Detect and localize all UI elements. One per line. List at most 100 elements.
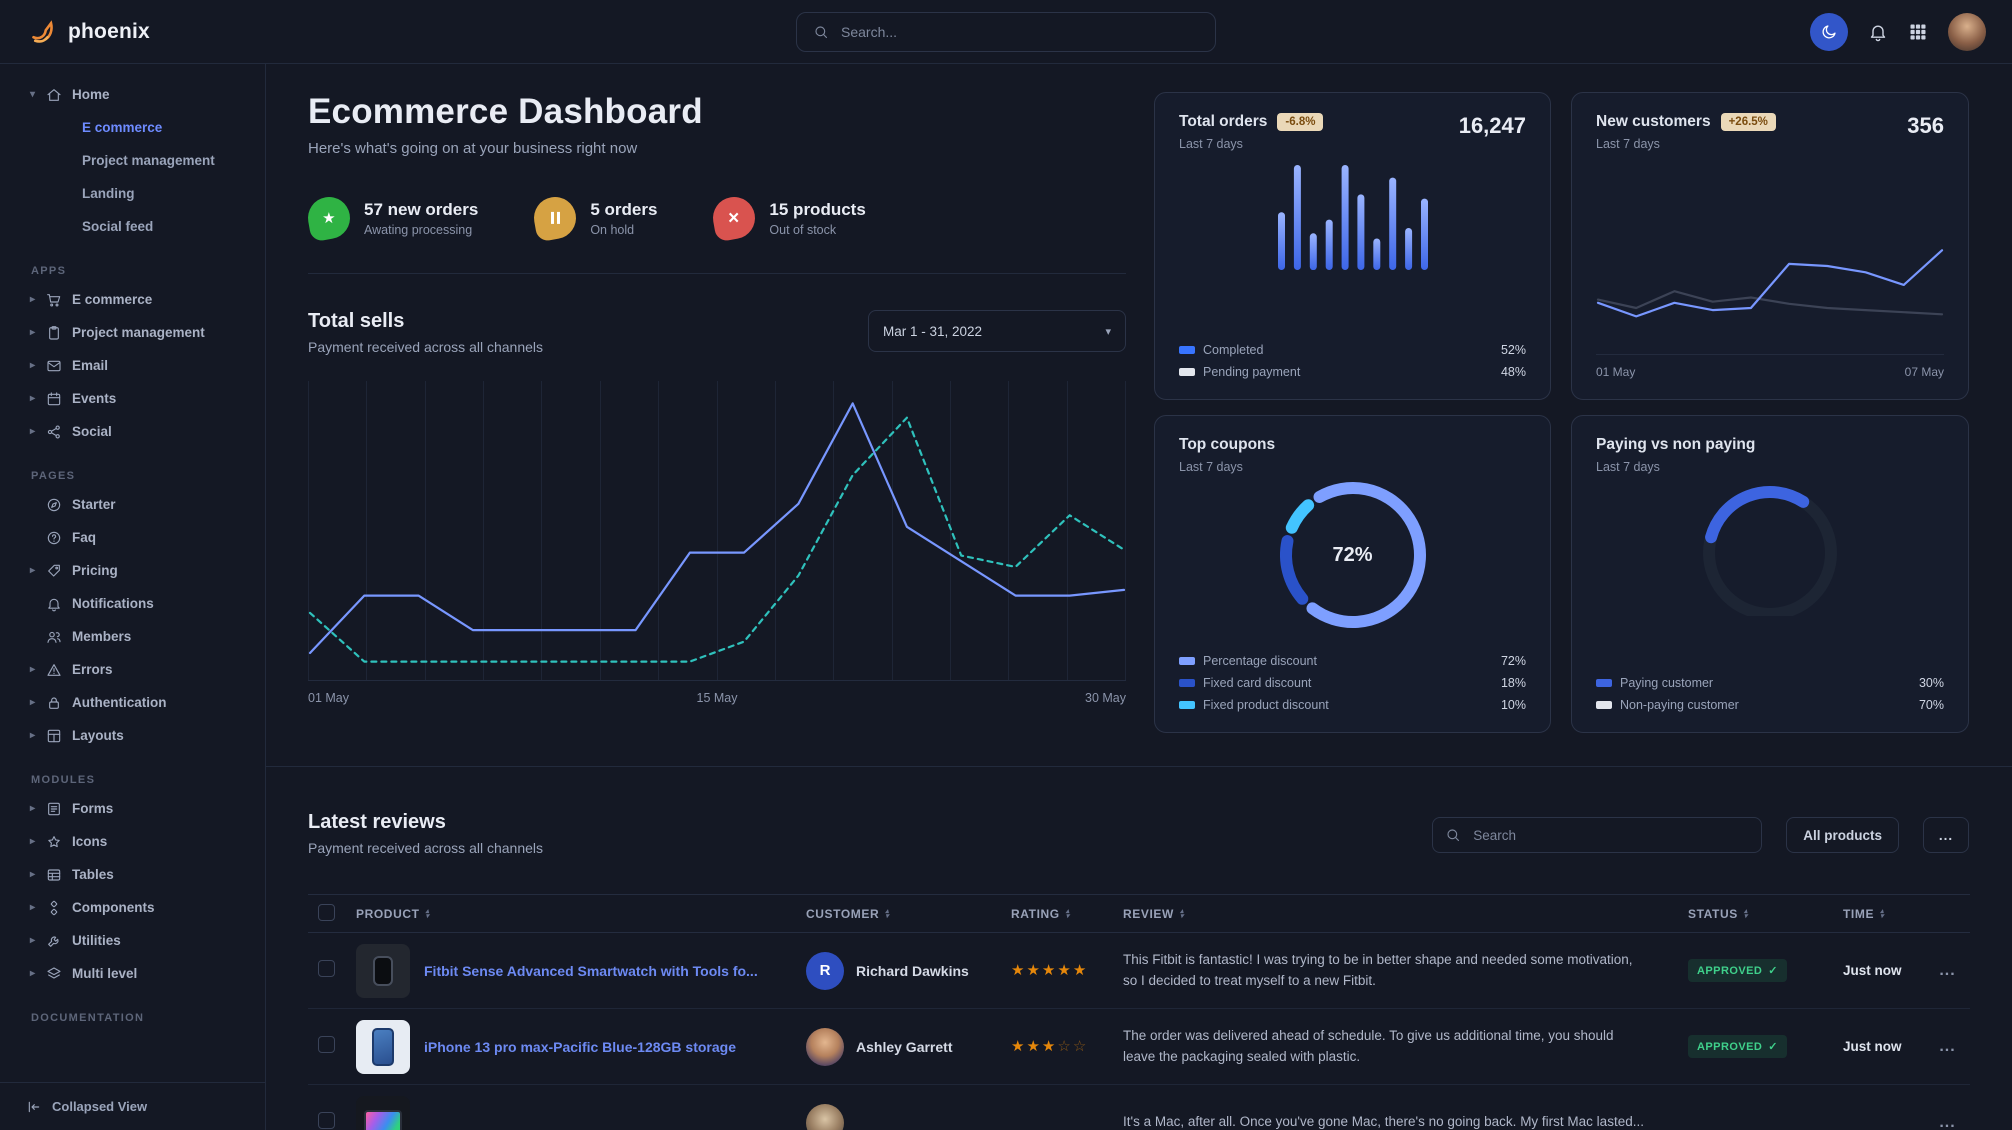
card-top-coupons: Top coupons Last 7 days 72% Percentage d… <box>1154 415 1551 733</box>
sidebar-item-ecommerce-app[interactable]: ▸ E commerce <box>30 292 153 307</box>
column-time[interactable]: TIME ▴ ▾ <box>1835 894 1925 933</box>
total-sells-x-axis: 01 May 15 May 30 May <box>308 691 1126 705</box>
sidebar-item-project-management[interactable]: Project management <box>82 153 215 168</box>
notifications-button[interactable] <box>1868 22 1888 42</box>
column-customer[interactable]: CUSTOMER ▴ ▾ <box>798 894 1003 933</box>
components-icon <box>46 900 62 916</box>
sidebar-item-starter[interactable]: Starter <box>0 488 265 521</box>
sidebar-item-events[interactable]: ▸ Events <box>30 391 117 406</box>
product-link[interactable]: iPhone 13 pro max-Pacific Blue-128GB sto… <box>424 1038 736 1055</box>
product-link[interactable]: Fitbit Sense Advanced Smartwatch with To… <box>424 962 758 979</box>
check-icon: ✓ <box>1768 1041 1778 1053</box>
paying-gauge-chart <box>1680 478 1860 620</box>
legend-item: Fixed card discount 18% <box>1179 676 1526 690</box>
total-sells-header: Total sells Payment received across all … <box>308 310 1126 355</box>
apps-grid-button[interactable] <box>1908 22 1928 42</box>
date-range-select[interactable]: Mar 1 - 31, 2022 ▾ <box>868 310 1126 352</box>
sidebar-item-home[interactable]: ▾ Home <box>0 78 265 111</box>
sidebar-item-social[interactable]: ▸ Social <box>30 424 112 439</box>
select-all-checkbox[interactable] <box>318 903 335 921</box>
sidebar-item-icons[interactable]: ▸ Icons <box>30 834 108 849</box>
sidebar-item-project-management-app[interactable]: ▸ Project management <box>30 325 205 341</box>
review-time: Just now <box>1843 1038 1902 1054</box>
legend-item: Percentage discount 72% <box>1179 654 1526 668</box>
form-icon <box>46 801 62 817</box>
row-actions-button[interactable]: ... <box>1925 932 1970 1009</box>
caret-right-icon: ▸ <box>30 697 36 708</box>
card-paying-vs-nonpaying: Paying vs non paying Last 7 days Paying … <box>1571 415 1969 733</box>
sidebar-item-tables[interactable]: ▸ Tables <box>30 867 114 883</box>
column-rating[interactable]: RATING ▴ ▾ <box>1003 894 1115 933</box>
sidebar-item-landing[interactable]: Landing <box>82 186 135 201</box>
stat-out-of-stock: × 15 products Out of stock <box>710 193 866 243</box>
search-input[interactable] <box>839 22 1199 41</box>
grid-icon <box>1908 22 1928 42</box>
cross-icon: × <box>710 193 759 243</box>
new-customers-value: 356 <box>1907 113 1944 138</box>
table-header-row: PRODUCT ▴ ▾ CUSTOMER ▴ ▾ RATING ▴ ▾ REVIEW ▴ ▾ S… <box>308 894 1970 933</box>
mail-icon <box>46 358 62 374</box>
reviews-search-input[interactable] <box>1471 826 1750 844</box>
product-image <box>356 943 410 998</box>
legend-item: Completed 52% <box>1179 343 1526 357</box>
legend-bullet <box>1179 346 1195 354</box>
sidebar-item-email[interactable]: ▸ Email <box>30 358 109 374</box>
navbar-search[interactable] <box>796 11 1216 52</box>
row-checkbox[interactable] <box>318 1035 335 1053</box>
caret-right-icon: ▸ <box>30 393 36 404</box>
customer-avatar <box>806 1027 844 1066</box>
row-checkbox[interactable] <box>318 959 335 977</box>
brand[interactable]: phoenix <box>30 18 150 46</box>
status-badge: APPROVED ✓ <box>1688 959 1787 982</box>
table-row[interactable]: Fitbit Sense Advanced Smartwatch with To… <box>308 932 1970 1009</box>
table-row[interactable]: iPhone 13 pro max-Pacific Blue-128GB sto… <box>308 1008 1970 1085</box>
sidebar-item-faq[interactable]: Faq <box>0 521 265 554</box>
sidebar-nav: ▾ Home E commerce Project management Lan… <box>0 64 265 1082</box>
new-customers-x-axis: 01 May 07 May <box>1596 365 1944 379</box>
layout-icon <box>46 728 62 744</box>
column-status[interactable]: STATUS ▴ ▾ <box>1680 894 1835 933</box>
sidebar-item-utilities[interactable]: ▸ Utilities <box>30 933 121 948</box>
legend-item: Pending payment 48% <box>1179 365 1526 379</box>
sidebar-item-multi-level[interactable]: ▸ Multi level <box>30 966 138 981</box>
all-products-filter-button[interactable]: All products <box>1786 817 1899 853</box>
card-new-customers: New customers +26.5% Last 7 days 356 01 M… <box>1571 92 1969 400</box>
legend-bullet <box>1179 701 1195 709</box>
review-text: This Fitbit is fantastic! I was trying t… <box>1123 951 1633 988</box>
kpi-cards: Total orders -6.8% Last 7 days 16,247 Com… <box>1154 92 1969 733</box>
sidebar-item-ecommerce[interactable]: E commerce <box>82 120 163 135</box>
collapse-sidebar-button[interactable]: Collapsed View <box>0 1082 265 1130</box>
sidebar-item-authentication[interactable]: ▸ Authentication <box>30 695 167 710</box>
sidebar-item-components[interactable]: ▸ Components <box>30 900 155 916</box>
caret-right-icon: ▸ <box>30 294 36 305</box>
clipboard-icon <box>46 325 62 341</box>
table-row[interactable]: It's a Mac, after all. Once you've gone … <box>308 1084 1970 1130</box>
latest-reviews-section: Latest reviews Payment received across a… <box>308 767 1970 1130</box>
legend-bullet <box>1596 701 1612 709</box>
sidebar-item-layouts[interactable]: ▸ Layouts <box>30 728 124 744</box>
main-content: Ecommerce Dashboard Here's what's going … <box>266 64 2012 1130</box>
column-review[interactable]: REVIEW ▴ ▾ <box>1115 894 1680 933</box>
sidebar-item-errors[interactable]: ▸ Errors <box>30 662 113 678</box>
caret-right-icon: ▸ <box>30 565 36 576</box>
chevron-down-icon: ▾ <box>1105 325 1111 338</box>
sidebar-item-social-feed[interactable]: Social feed <box>82 219 154 234</box>
theme-toggle-button[interactable] <box>1810 12 1848 51</box>
caret-right-icon: ▸ <box>30 360 36 371</box>
row-actions-button[interactable]: ... <box>1925 1084 1970 1130</box>
sidebar-item-notifications[interactable]: Notifications <box>0 587 265 620</box>
sidebar-item-pricing[interactable]: ▸ Pricing <box>30 563 118 578</box>
sidebar-section-modules: MODULES <box>31 774 96 786</box>
reviews-search[interactable] <box>1432 817 1763 853</box>
home-icon <box>46 87 62 103</box>
reviews-more-button[interactable]: ... <box>1923 817 1969 853</box>
sidebar-item-members[interactable]: Members <box>0 620 265 653</box>
table-icon <box>46 867 62 883</box>
row-checkbox[interactable] <box>318 1111 335 1129</box>
row-actions-button[interactable]: ... <box>1925 1008 1970 1085</box>
top-navbar: phoenix <box>0 0 2012 64</box>
alert-icon <box>46 662 62 678</box>
column-product[interactable]: PRODUCT ▴ ▾ <box>348 894 798 933</box>
user-avatar[interactable] <box>1948 12 1986 51</box>
sidebar-item-forms[interactable]: ▸ Forms <box>30 801 114 817</box>
